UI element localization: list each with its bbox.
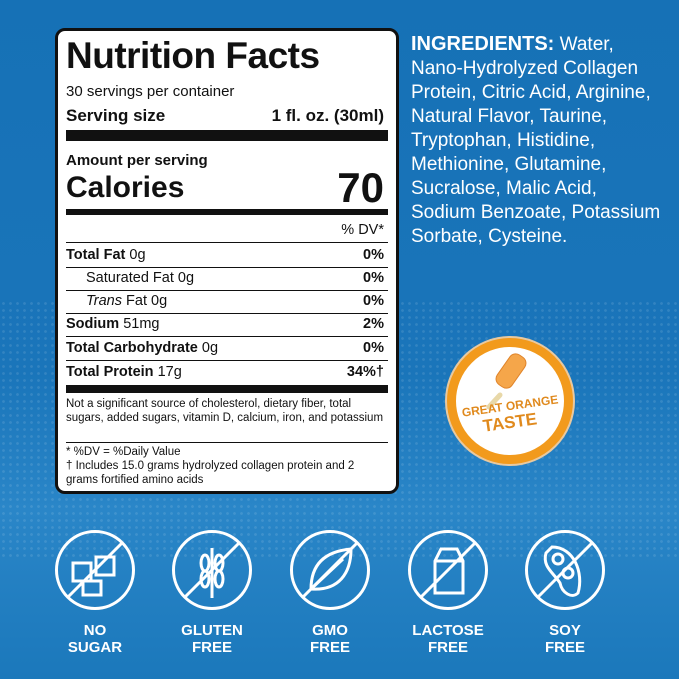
feature-label: GLUTEN FREE [181,622,243,656]
amount-per-serving: Amount per serving [66,152,208,169]
calories-label: Calories [66,171,185,204]
dv-header: % DV* [341,222,384,238]
divider-thick [66,130,388,141]
calories-row: Calories 70 [66,164,384,211]
nutrient-row: Total Carbohydrate 0g 0% [66,340,384,356]
nutrient-row: Total Protein 17g 34%† [66,364,384,380]
wheat-icon [172,530,252,610]
soybean-icon [525,530,605,610]
divider-medium [66,209,388,215]
nutrient-row: Saturated Fat 0g 0% [86,270,384,286]
ingredients: INGREDIENTS: Water, Nano-Hydrolyzed Coll… [411,33,661,247]
nutrition-title: Nutrition Facts [66,35,320,76]
nutrition-facts-panel: Nutrition Facts 30 servings per containe… [55,28,399,494]
feature-label: LACTOSE FREE [412,622,484,656]
dagger-note: † Includes 15.0 grams hydrolyzed collage… [66,460,355,486]
calories-value: 70 [337,164,384,211]
leaf-icon [290,530,370,610]
servings-per-container: 30 servings per container [66,83,235,100]
nutrient-row: Sodium 51mg 2% [66,316,384,332]
serving-size-row: Serving size 1 fl. oz. (30ml) [66,105,384,127]
feature-label: SOY FREE [544,622,585,656]
serving-size-value: 1 fl. oz. (30ml) [271,106,384,125]
not-significant-note: Not a significant source of cholesterol,… [66,398,384,424]
feature-label: GMO FREE [309,622,350,656]
great-orange-taste-badge: GREAT ORANGE TASTE [447,338,573,464]
dv-note: * %DV = %Daily Value [66,446,181,458]
divider-thick [66,385,388,393]
milk-carton-icon [408,530,488,610]
feature-label: NO SUGAR [67,622,123,656]
nutrient-row: Trans Fat 0g 0% [86,293,384,309]
sugar-cube-icon [55,530,135,610]
serving-size-label: Serving size [66,106,166,125]
dv-header-row: % DV* [66,219,384,241]
popsicle-icon [486,353,527,410]
nutrient-row: Total Fat 0g 0% [66,247,384,263]
